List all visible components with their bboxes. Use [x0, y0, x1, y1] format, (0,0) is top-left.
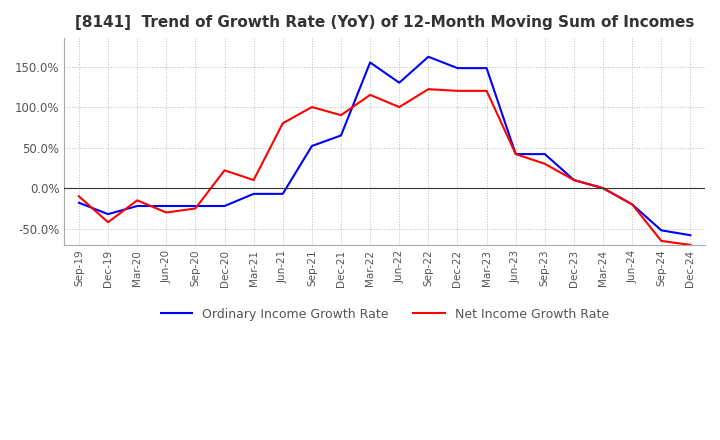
Ordinary Income Growth Rate [657, 228, 666, 233]
Ordinary Income Growth Rate [453, 66, 462, 71]
Line: Ordinary Income Growth Rate: Ordinary Income Growth Rate [79, 57, 690, 235]
Net Income Growth Rate [424, 87, 433, 92]
Net Income Growth Rate [657, 238, 666, 243]
Ordinary Income Growth Rate [395, 80, 404, 85]
Net Income Growth Rate [366, 92, 374, 98]
Ordinary Income Growth Rate [133, 203, 142, 209]
Ordinary Income Growth Rate [104, 212, 112, 217]
Ordinary Income Growth Rate [628, 202, 636, 207]
Line: Net Income Growth Rate: Net Income Growth Rate [79, 89, 690, 245]
Ordinary Income Growth Rate [541, 151, 549, 157]
Ordinary Income Growth Rate [75, 200, 84, 205]
Net Income Growth Rate [541, 161, 549, 166]
Ordinary Income Growth Rate [337, 133, 346, 138]
Net Income Growth Rate [599, 186, 608, 191]
Net Income Growth Rate [482, 88, 491, 93]
Net Income Growth Rate [453, 88, 462, 93]
Ordinary Income Growth Rate [279, 191, 287, 197]
Ordinary Income Growth Rate [249, 191, 258, 197]
Net Income Growth Rate [279, 121, 287, 126]
Legend: Ordinary Income Growth Rate, Net Income Growth Rate: Ordinary Income Growth Rate, Net Income … [156, 303, 613, 326]
Ordinary Income Growth Rate [482, 66, 491, 71]
Ordinary Income Growth Rate [511, 151, 520, 157]
Net Income Growth Rate [133, 198, 142, 203]
Ordinary Income Growth Rate [162, 203, 171, 209]
Net Income Growth Rate [511, 151, 520, 157]
Net Income Growth Rate [337, 113, 346, 118]
Net Income Growth Rate [104, 220, 112, 225]
Net Income Growth Rate [628, 202, 636, 207]
Ordinary Income Growth Rate [686, 233, 695, 238]
Ordinary Income Growth Rate [599, 186, 608, 191]
Net Income Growth Rate [570, 177, 578, 183]
Ordinary Income Growth Rate [570, 177, 578, 183]
Net Income Growth Rate [162, 210, 171, 215]
Ordinary Income Growth Rate [366, 60, 374, 65]
Net Income Growth Rate [307, 104, 316, 110]
Net Income Growth Rate [686, 242, 695, 248]
Net Income Growth Rate [220, 168, 229, 173]
Ordinary Income Growth Rate [191, 203, 199, 209]
Net Income Growth Rate [249, 177, 258, 183]
Ordinary Income Growth Rate [424, 54, 433, 59]
Net Income Growth Rate [75, 194, 84, 199]
Ordinary Income Growth Rate [220, 203, 229, 209]
Title: [8141]  Trend of Growth Rate (YoY) of 12-Month Moving Sum of Incomes: [8141] Trend of Growth Rate (YoY) of 12-… [75, 15, 694, 30]
Net Income Growth Rate [395, 104, 404, 110]
Net Income Growth Rate [191, 206, 199, 211]
Ordinary Income Growth Rate [307, 143, 316, 149]
